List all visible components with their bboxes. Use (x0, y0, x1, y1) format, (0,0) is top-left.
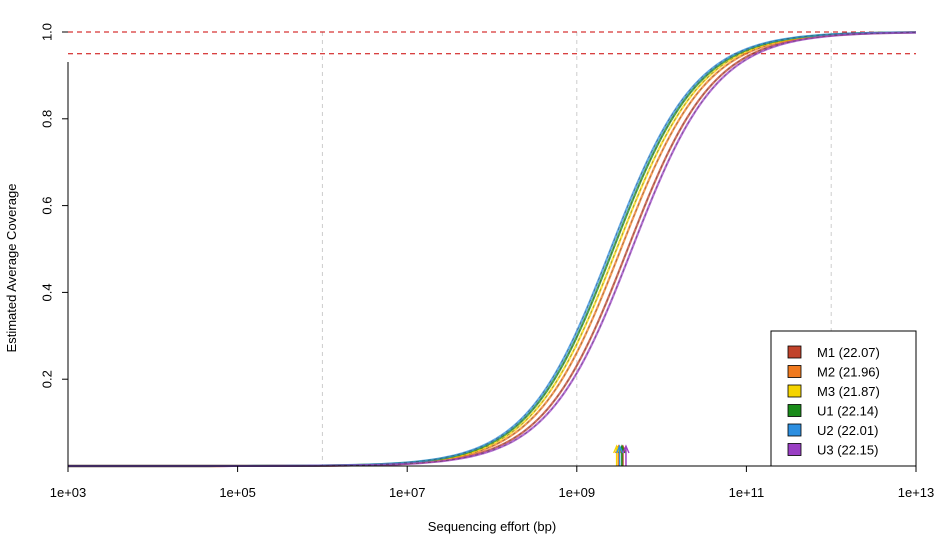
x-tick-label: 1e+03 (50, 485, 87, 500)
legend-label: M2 (21.96) (817, 365, 880, 380)
x-tick-label: 1e+09 (559, 485, 596, 500)
x-tick-label: 1e+13 (898, 485, 935, 500)
y-tick-label: 0.2 (39, 370, 54, 388)
x-tick-label: 1e+11 (729, 485, 765, 500)
depth-marker-head (613, 444, 621, 454)
reference-lines (68, 31, 916, 55)
grid-layer (321, 32, 832, 466)
legend-swatch (787, 404, 802, 417)
x-tick-label: 1e+07 (389, 485, 426, 500)
legend-swatch (787, 365, 802, 378)
legend-swatch (787, 423, 802, 437)
series-dashed-overlay (68, 32, 917, 467)
series-dashed-overlay (68, 32, 917, 467)
legend-label: M3 (21.87) (817, 384, 880, 399)
x-tick-label: 1e+05 (219, 485, 256, 500)
y-tick-label: 0.6 (39, 197, 54, 215)
series-dashed-overlay (68, 32, 917, 467)
y-tick-label: 0.4 (39, 283, 54, 301)
depth-marker-head (622, 444, 630, 454)
series-dashed-overlay (68, 32, 917, 467)
y-tick-label: 0.8 (39, 110, 54, 128)
legend-swatch (787, 443, 802, 456)
legend-label: M1 (22.07) (817, 345, 880, 360)
y-axis-title: Estimated Average Coverage (4, 184, 19, 353)
legend-swatch (787, 345, 802, 359)
legend: M1 (22.07) M2 (21.96) M3 (21.87) U1 (22.14)… (770, 330, 917, 467)
x-axis-title: Sequencing effort (bp) (428, 519, 556, 534)
depth-markers (613, 444, 630, 466)
legend-label: U1 (22.14) (817, 404, 878, 419)
legend-swatch (787, 384, 802, 398)
legend-label: U3 (22.15) (817, 443, 878, 458)
depth-marker-head (616, 444, 624, 454)
legend-label: U2 (22.01) (817, 423, 878, 438)
y-tick-label: 1.0 (39, 23, 54, 41)
